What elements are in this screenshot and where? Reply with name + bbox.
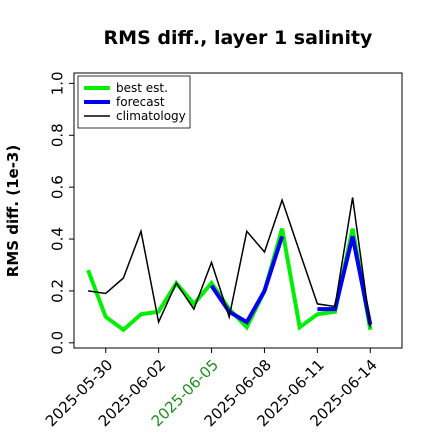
series-line-3 <box>87 197 372 328</box>
y-tick-label: 0.4 <box>48 227 66 251</box>
legend-label: forecast <box>116 95 165 109</box>
series-line-2 <box>209 235 285 325</box>
y-tick-label: 1.0 <box>48 71 66 95</box>
plot-frame <box>73 72 403 349</box>
y-tick-label: 0.8 <box>48 123 66 147</box>
y-axis-label: RMS diff. (1e-3) <box>4 145 22 277</box>
series-lines <box>86 197 373 333</box>
y-tick-label: 0.0 <box>48 331 66 355</box>
series-line-2 <box>317 235 373 326</box>
legend-label: best est. <box>116 81 168 95</box>
y-tick-label: 0.6 <box>48 175 66 199</box>
chart-title: RMS diff., layer 1 salinity <box>104 27 374 49</box>
legend-label: climatology <box>116 109 186 123</box>
y-tick-label: 0.2 <box>48 279 66 303</box>
